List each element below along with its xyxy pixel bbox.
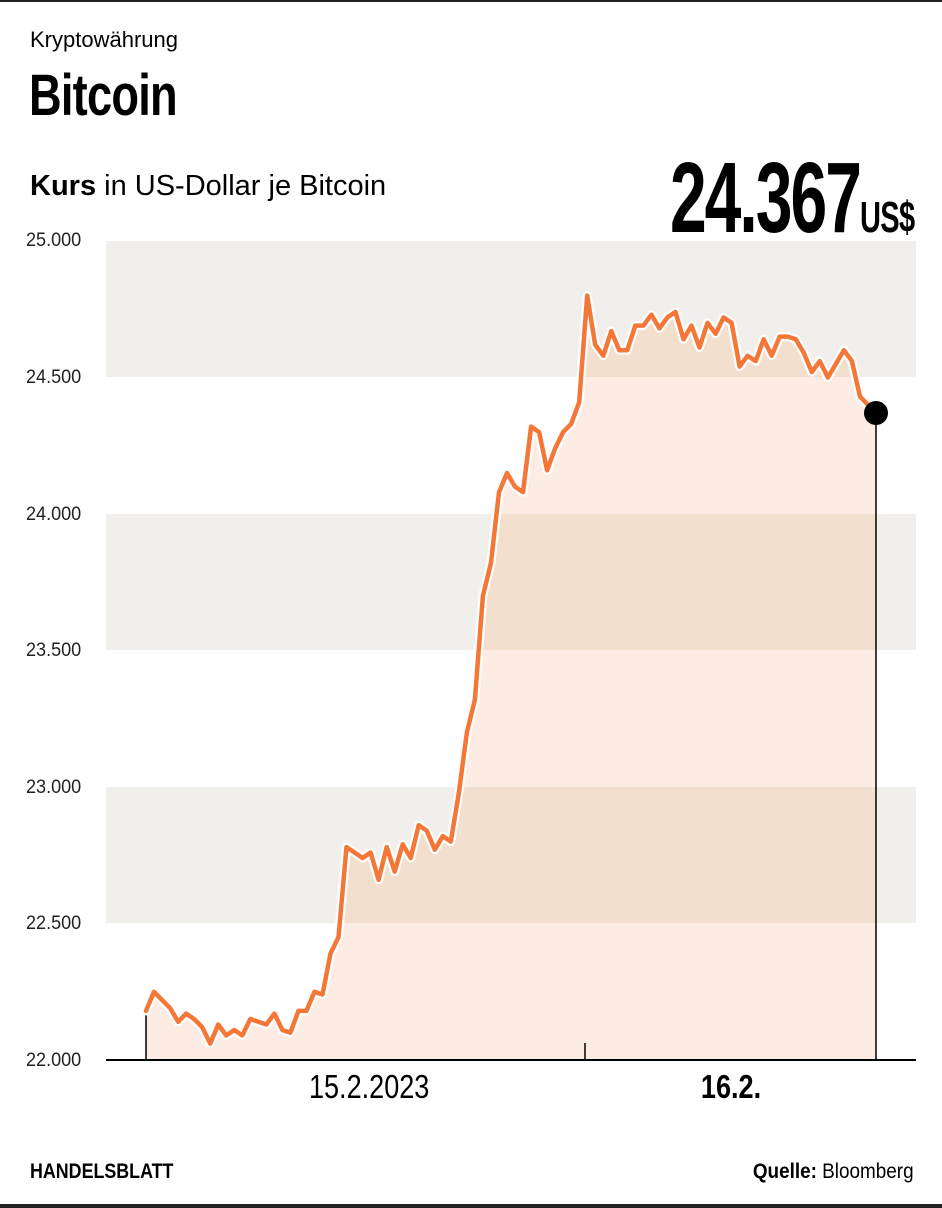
x-tick-16-2: 16.2. <box>700 1068 762 1105</box>
brand-logo: HANDELSBLATT <box>30 1160 174 1183</box>
current-value: 24.367US$ <box>670 148 915 268</box>
source-value: Bloomberg <box>817 1160 914 1183</box>
area-fill <box>146 295 876 1061</box>
kicker: Kryptowährung <box>30 27 178 52</box>
y-tick-23500: 23.500 <box>26 640 82 661</box>
current-value-number: 24.367 <box>669 142 862 254</box>
source-label: Quelle: <box>753 1160 818 1183</box>
bottom-border <box>0 1204 942 1208</box>
current-value-unit: US$ <box>859 193 914 242</box>
price-line <box>143 293 879 1046</box>
x-tick-15-2-2023: 15.2.2023 <box>308 1068 430 1105</box>
y-tick-23000: 23.000 <box>26 777 82 798</box>
subtitle-bold: Kurs <box>30 170 97 202</box>
y-tick-24000: 24.000 <box>26 504 82 525</box>
subtitle-rest: in US-Dollar je Bitcoin <box>96 170 387 202</box>
y-tick-22000: 22.000 <box>26 1050 82 1071</box>
page-title: Bitcoin <box>29 63 178 128</box>
top-border <box>0 0 942 2</box>
y-tick-25000: 25.000 <box>26 230 82 251</box>
chart-subtitle: Kurs in US-Dollar je Bitcoin <box>30 170 386 203</box>
y-tick-22500: 22.500 <box>26 913 82 934</box>
last-value-marker <box>864 401 888 425</box>
y-tick-24500: 24.500 <box>26 367 82 388</box>
source-note: Quelle: Bloomberg <box>753 1160 914 1184</box>
